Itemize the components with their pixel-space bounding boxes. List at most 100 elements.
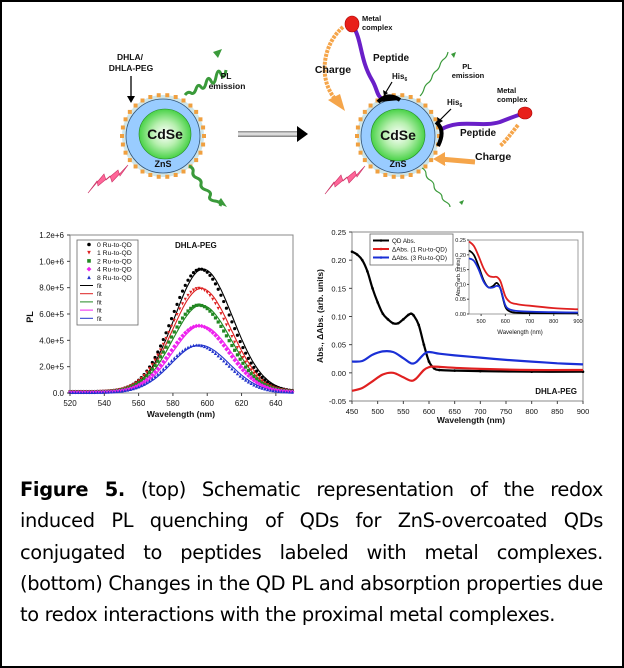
inset-plot-area: [468, 239, 579, 315]
data-point: [224, 334, 229, 338]
data-point: [194, 287, 198, 291]
data-point: [290, 390, 294, 394]
ligand-dot: [375, 169, 380, 174]
legend-marker: [379, 256, 383, 259]
charge-label-top: Charge: [315, 64, 351, 76]
data-point: [252, 374, 256, 379]
excitation-bolt-icon: [87, 164, 129, 194]
data-point: [172, 356, 176, 360]
data-point: [194, 343, 198, 347]
schematic-right: Charge CdSe ZnS Metal complex Peptide Hi…: [315, 14, 533, 208]
inset-y-tick-label: 0.00: [455, 312, 466, 318]
data-point: [137, 381, 141, 385]
legend-fit-label: fit: [97, 284, 102, 290]
ligand-dot: [120, 142, 125, 147]
ligand-dot: [408, 172, 413, 177]
ligand-pointer-arrow-icon: [127, 76, 135, 103]
data-point: [252, 365, 256, 369]
data-point: [134, 381, 138, 385]
data-point: [169, 335, 174, 339]
series-line: [468, 249, 579, 315]
data-point: [200, 287, 204, 291]
data-point: [453, 369, 456, 372]
data-point: [222, 359, 226, 363]
data-point: [233, 327, 237, 331]
legend-fit-label: fit: [97, 309, 102, 315]
data-point: [202, 288, 207, 292]
data-point: [219, 324, 223, 328]
data-point: [156, 372, 160, 376]
ligand-dot: [355, 134, 359, 138]
data-point: [158, 344, 163, 348]
ligand-dot: [362, 109, 367, 114]
data-point: [175, 325, 179, 329]
data-point: [222, 299, 226, 304]
data-point: [207, 328, 213, 333]
data-point: [208, 294, 212, 298]
data-point: [186, 309, 190, 313]
ligand-dot: [148, 172, 153, 177]
ligand-dot: [201, 125, 206, 130]
ligand-dot: [148, 95, 153, 100]
data-point: [479, 369, 482, 373]
ligand-dot: [429, 158, 434, 163]
y-tick-label: 0.00: [331, 369, 346, 378]
data-point: [266, 388, 270, 392]
data-point: [142, 374, 146, 378]
data-point: [422, 343, 426, 346]
data-point: [167, 324, 171, 328]
inset-y-tick-label: 0.25: [455, 238, 466, 244]
data-point: [238, 339, 242, 344]
emission-label-right-1: PL: [462, 62, 472, 71]
ligand-dot: [181, 169, 186, 174]
data-point: [131, 387, 135, 391]
data-point: [178, 295, 182, 300]
data-point: [177, 336, 182, 342]
data-point: [158, 363, 163, 368]
data-point: [205, 307, 209, 311]
data-point: [235, 353, 240, 357]
data-point: [145, 370, 149, 374]
ligand-dot: [165, 174, 170, 179]
y-tick-label: 6.0e+5: [39, 310, 64, 319]
data-point: [243, 370, 248, 376]
absorption-chart: 450 500 550 600 650 700 750 800 850 900 -0.05 0.00 0…: [315, 228, 589, 425]
data-point: [246, 368, 250, 373]
data-point: [208, 347, 212, 351]
data-point: [241, 356, 245, 360]
ligand-dot: [120, 134, 124, 138]
data-point: [205, 270, 209, 274]
data-point: [183, 283, 187, 287]
data-point: [412, 314, 415, 317]
ligand-dot: [408, 95, 413, 100]
data-point: [73, 390, 78, 395]
data-point: [255, 377, 259, 381]
x-tick-label: 450: [346, 407, 359, 416]
data-point: [409, 312, 413, 315]
data-point: [166, 351, 172, 357]
data-point: [216, 306, 220, 311]
data-point: [155, 366, 161, 371]
data-point: [158, 355, 163, 359]
data-point: [180, 289, 185, 293]
ligand-dot: [358, 150, 363, 155]
inset-x-tick-label: 600: [501, 319, 510, 325]
x-tick-label: 640: [269, 399, 283, 408]
ligand-dot: [400, 174, 405, 179]
ligand-dot: [198, 117, 203, 122]
data-point: [167, 340, 171, 344]
data-point: [175, 302, 179, 306]
data-point: [104, 390, 108, 394]
inset-y-tick-label: 0.05: [455, 297, 466, 303]
data-point: [233, 348, 237, 352]
ligand-label-2: DHLA-PEG: [109, 63, 154, 73]
data-point: [246, 356, 250, 360]
data-point: [167, 330, 171, 335]
data-point: [178, 351, 182, 355]
data-point: [244, 351, 248, 355]
charge-label-right: Charge: [475, 151, 511, 163]
y-axis-label: PL: [25, 311, 35, 323]
data-point: [213, 302, 218, 306]
data-point: [235, 361, 240, 367]
ligand-dot: [423, 164, 428, 169]
